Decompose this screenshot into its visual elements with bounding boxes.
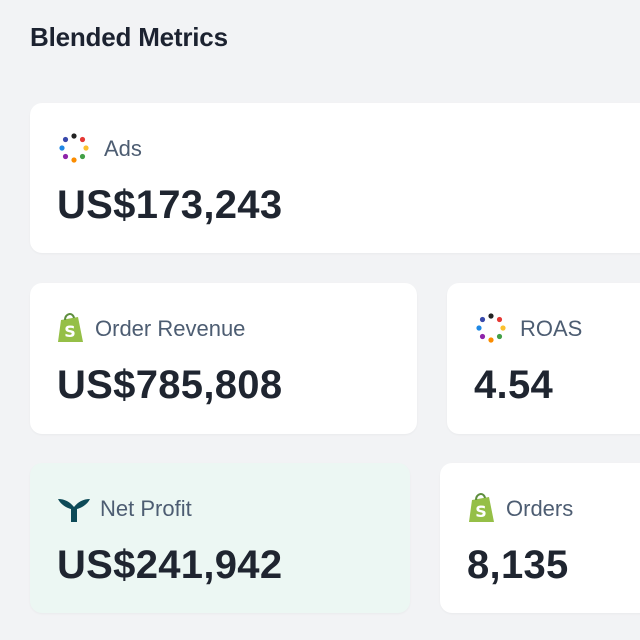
svg-text:S: S xyxy=(64,322,76,341)
shopify-icon: S xyxy=(469,493,494,522)
metric-label: Net Profit xyxy=(100,496,192,521)
metric-card[interactable]: S Orders 8,135 xyxy=(440,463,640,613)
metric-label: Orders xyxy=(506,496,574,521)
metric-card[interactable]: ROAS 4.54 xyxy=(447,283,640,434)
shopify-icon: S xyxy=(58,313,83,342)
metric-card[interactable]: Net Profit US$241,942 xyxy=(30,463,410,613)
ads-icon xyxy=(59,133,89,163)
metric-value: US$173,243 xyxy=(57,183,283,227)
metric-card[interactable]: Ads US$173,243 xyxy=(30,103,640,253)
metric-value: 8,135 xyxy=(467,543,569,587)
net-profit-icon xyxy=(58,499,90,522)
metric-value: 4.54 xyxy=(474,363,554,407)
metric-label: Ads xyxy=(104,136,142,161)
metric-value: US$785,808 xyxy=(57,363,283,407)
svg-text:S: S xyxy=(475,502,487,521)
metric-label: ROAS xyxy=(520,316,583,341)
ads-icon xyxy=(476,313,506,343)
section-title: Blended Metrics xyxy=(30,22,228,52)
metric-card[interactable]: S Order Revenue US$785,808 xyxy=(30,283,417,434)
metric-value: US$241,942 xyxy=(57,543,283,587)
metric-label: Order Revenue xyxy=(95,316,246,341)
